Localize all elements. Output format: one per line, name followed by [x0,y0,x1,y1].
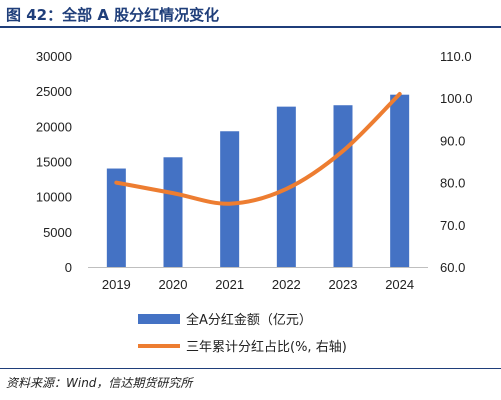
x-axis-tick-label: 2021 [215,277,244,292]
bar-2023 [333,105,353,267]
legend-label-bar: 全A分红金额（亿元） [186,312,312,328]
x-axis-tick-label: 2019 [102,277,131,292]
x-axis-tick-label: 2022 [272,277,301,292]
right-axis-tick-label: 90.0 [440,133,465,148]
bar-2024 [390,94,410,267]
left-axis-tick-label: 30000 [36,49,72,64]
legend-swatch-bar [138,314,180,324]
left-axis-tick-label: 25000 [36,84,72,99]
payout-ratio-line [114,91,402,206]
x-axis-tick-label: 2024 [385,277,414,292]
source-divider [0,368,501,369]
title-underline [0,26,501,28]
bar-2021 [220,131,240,267]
left-axis-tick-label: 20000 [36,119,72,134]
bar-2019 [106,168,126,267]
chart: 0 5000 10000 15000 20000 25000 30000 60.0 70.0 80… [36,49,473,355]
right-axis-tick-label: 70.0 [440,218,465,233]
x-axis-tick-label: 2023 [329,277,358,292]
right-axis-tick-label: 60.0 [440,260,465,275]
left-axis-tick-label: 5000 [43,225,72,240]
bar-2020 [163,157,183,267]
left-axis-tick-label: 10000 [36,190,72,205]
legend-label-line: 三年累计分红占比(%, 右轴) [186,339,347,355]
right-axis-tick-label: 110.0 [440,49,472,64]
x-axis-tick-label: 2020 [159,277,188,292]
source-note: 资料来源：Wind，信达期货研究所 [6,376,193,390]
left-axis-tick-label: 0 [65,260,72,275]
right-axis-tick-label: 100.0 [440,91,473,106]
left-axis-tick-label: 15000 [36,155,72,170]
figure-title: 图 42：全部 A 股分红情况变化 [6,6,220,24]
right-axis-tick-label: 80.0 [440,176,465,191]
